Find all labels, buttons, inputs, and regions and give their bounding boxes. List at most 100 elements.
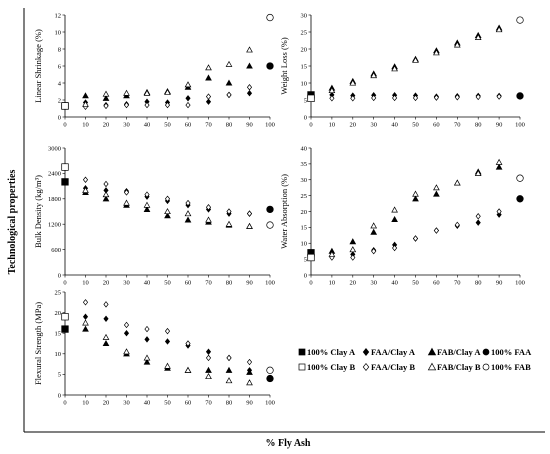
flexural-strength-x-tick-label: 90 — [246, 400, 253, 407]
flexural-strength-x-tick-label: 100 — [265, 400, 275, 407]
weight-loss-y-tick-label: 15 — [301, 63, 308, 70]
water-absorption-data-point — [371, 247, 377, 255]
weight-loss-y-tick-label: 25 — [301, 29, 308, 36]
flexural-strength-series — [266, 374, 274, 383]
linear-shrinkage-data-point — [123, 101, 130, 109]
weight-loss-data-point — [516, 92, 524, 100]
legend-item: 100% FAB — [482, 362, 531, 372]
flexural-strength-x-tick-label: 20 — [103, 400, 110, 407]
linear-shrinkage-data-point — [164, 101, 171, 109]
water-absorption-series — [329, 208, 502, 261]
water-absorption-data-point — [349, 238, 357, 245]
linear-shrinkage-data-point — [102, 90, 110, 97]
water-absorption-data-point — [392, 244, 398, 252]
water-absorption-series — [516, 195, 524, 203]
water-absorption-data-point — [516, 174, 524, 182]
bulk-density-y-tick-label: 1800 — [48, 196, 61, 203]
weight-loss-x-tick-label: 40 — [391, 122, 398, 129]
water-absorption-y-tick-label: 20 — [301, 209, 308, 216]
water-absorption-x-tick-label: 60 — [433, 280, 440, 287]
weight-loss-x-tick-label: 10 — [329, 122, 336, 129]
flexural-strength-data-point — [102, 333, 110, 340]
water-absorption-data-point — [307, 253, 315, 262]
flexural-strength-y-tick-label: 20 — [55, 310, 62, 317]
water-absorption-y-tick-label: 10 — [301, 241, 308, 248]
weight-loss-data-point — [371, 94, 377, 102]
bulk-density-data-point — [164, 212, 171, 219]
water-absorption-data-point — [475, 213, 481, 220]
linear-shrinkage-data-point — [205, 74, 212, 81]
water-absorption-x-tick-label: 10 — [329, 280, 336, 287]
weight-loss-x-tick-label: 0 — [309, 122, 312, 129]
water-absorption-data-point — [370, 222, 378, 229]
weight-loss-data-point — [496, 93, 502, 100]
legend-label: 100% FAA — [491, 347, 532, 357]
flexural-strength-series — [266, 366, 274, 374]
water-absorption-x-tick-label: 100 — [515, 280, 525, 287]
weight-loss-series — [328, 26, 503, 94]
bulk-density-x-tick-label: 30 — [123, 280, 130, 287]
figure-xlabel: % Fly Ash — [265, 438, 310, 449]
legend-item: 100% Clay B — [298, 362, 356, 372]
bulk-density-x-tick-label: 60 — [185, 280, 192, 287]
legend-marker — [362, 347, 370, 357]
weight-loss-panel: 0 10 20 30 40 50 60 70 80 90 100 0 5 10 15 20 25 30 Weight… — [279, 12, 525, 128]
legend-item: FAA/Clay A — [362, 347, 416, 357]
water-absorption-y-tick-label: 40 — [301, 145, 308, 152]
weight-loss-y-tick-label: 10 — [301, 80, 308, 87]
bulk-density-x-tick-label: 10 — [82, 280, 89, 287]
bulk-density-series — [266, 205, 274, 214]
water-absorption-data-point — [328, 250, 336, 257]
weight-loss-x-tick-label: 60 — [433, 122, 440, 129]
water-absorption-y-tick-label: 5 — [304, 256, 307, 263]
flexural-strength-data-point — [82, 313, 89, 320]
flexural-strength-data-point — [185, 340, 191, 347]
linear-shrinkage-x-tick-label: 0 — [63, 122, 66, 129]
linear-shrinkage-data-point — [123, 89, 130, 96]
flexural-strength-data-point — [205, 372, 212, 380]
flexural-strength-data-point — [123, 329, 130, 337]
legend-marker — [298, 348, 306, 356]
bulk-density-data-point — [103, 180, 109, 188]
flexural-strength-ylabel: Flexural Strength (MPa) — [33, 302, 43, 385]
weight-loss-data-point — [433, 94, 439, 101]
weight-loss-data-point — [350, 95, 356, 102]
linear-shrinkage-data-point — [185, 101, 191, 109]
linear-shrinkage-data-point — [143, 89, 151, 96]
flexural-strength-panel: 0 10 20 30 40 50 60 70 80 90 100 0 5 10 15 20 25 Flexural… — [33, 289, 275, 406]
flexural-strength-data-point — [205, 354, 212, 362]
water-absorption-data-point — [516, 195, 524, 203]
weight-loss-data-point — [328, 86, 336, 94]
legend-marker — [427, 347, 437, 356]
weight-loss-x-tick-label: 80 — [475, 122, 482, 129]
weight-loss-x-tick-label: 100 — [515, 122, 525, 129]
linear-shrinkage-data-point — [225, 60, 233, 67]
weight-loss-x-tick-label: 20 — [350, 122, 357, 129]
bulk-density-data-point — [82, 186, 89, 193]
bulk-density-data-point — [144, 191, 150, 198]
bulk-density-x-tick-label: 50 — [164, 280, 171, 287]
legend-item: 100% Clay A — [298, 347, 356, 357]
linear-shrinkage-data-point — [246, 89, 253, 97]
bulk-density-data-point — [164, 208, 171, 215]
bulk-density-data-point — [184, 210, 192, 217]
bulk-density-series — [82, 176, 253, 217]
water-absorption-data-point — [350, 254, 356, 261]
bulk-density-x-tick-label: 0 — [63, 280, 66, 287]
legend-label: FAB/Clay A — [437, 347, 481, 357]
bulk-density-x-tick-label: 90 — [246, 280, 253, 287]
linear-shrinkage-data-point — [246, 84, 253, 91]
weight-loss-data-point — [433, 49, 440, 56]
linear-shrinkage-x-tick-label: 90 — [246, 122, 253, 129]
linear-shrinkage-series — [266, 62, 274, 70]
weight-loss-ylabel: Weight Loss (%) — [279, 37, 289, 95]
linear-shrinkage-x-tick-label: 30 — [123, 122, 130, 129]
water-absorption-y-tick-label: 25 — [301, 193, 308, 200]
weight-loss-x-tick-label: 50 — [412, 122, 419, 129]
figure-ylabel: Technological properties — [7, 170, 18, 275]
weight-loss-x-tick-label: 90 — [496, 122, 503, 129]
weight-loss-data-point — [475, 93, 481, 101]
water-absorption-x-tick-label: 20 — [350, 280, 357, 287]
linear-shrinkage-y-tick-label: 10 — [55, 29, 62, 36]
